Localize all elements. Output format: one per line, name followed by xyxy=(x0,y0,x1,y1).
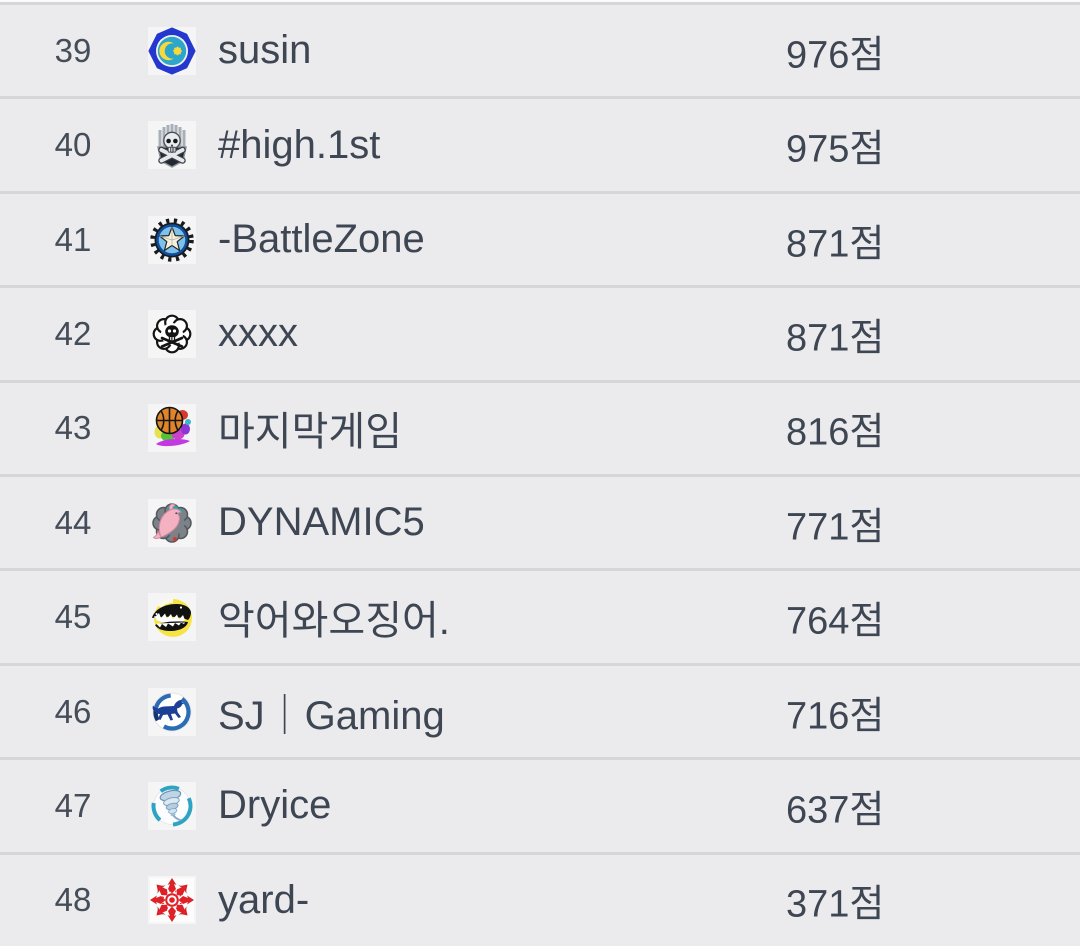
ranking-row[interactable]: 42 xxxx 871점 xyxy=(0,285,1080,380)
clan-name: #high.1st xyxy=(218,122,381,167)
clan-name: yard- xyxy=(218,877,310,922)
clan-score: 975점 xyxy=(786,128,885,171)
clan-score: 976점 xyxy=(786,34,885,77)
horse-badge-icon xyxy=(148,687,196,736)
ranking-row[interactable]: 41 -BattleZone 871점 xyxy=(0,190,1080,286)
ranking-row[interactable]: 39 susin 976점 xyxy=(0,2,1080,97)
rank-label: 43 xyxy=(54,409,92,447)
tornado-badge-icon xyxy=(148,781,196,830)
clan-score: 816점 xyxy=(786,411,885,454)
clan-score: 716점 xyxy=(786,695,885,738)
crescent-star-badge-icon xyxy=(148,26,196,75)
red-flower-badge-icon xyxy=(148,876,196,925)
clan-name: 악어와오징어. xyxy=(218,599,450,644)
clan-name: SJ｜Gaming xyxy=(218,693,445,738)
clan-score: 371점 xyxy=(786,883,885,926)
clan-score: 871점 xyxy=(786,317,885,360)
clan-name: 마지막게임 xyxy=(218,410,402,455)
ranking-row[interactable]: 40 xyxy=(0,96,1080,191)
ranking-row[interactable]: 47 Dryice 637점 xyxy=(0,757,1080,852)
saw-blade-star-badge-icon xyxy=(148,215,196,264)
ranking-row[interactable]: 46 SJ｜Gaming 716점 xyxy=(0,662,1080,758)
clan-score: 871점 xyxy=(786,223,885,266)
rank-label: 39 xyxy=(54,31,92,69)
skull-clover-badge-icon xyxy=(148,309,196,358)
rank-label: 42 xyxy=(54,314,92,352)
rank-label: 46 xyxy=(54,692,92,730)
clan-name: susin xyxy=(218,28,312,73)
rank-label: 48 xyxy=(54,881,92,919)
rank-label: 40 xyxy=(54,126,92,164)
crocodile-badge-icon xyxy=(148,593,196,642)
ranking-row[interactable]: 48 xyxy=(0,851,1080,946)
clan-score: 637점 xyxy=(786,789,885,832)
skull-wings-badge-icon xyxy=(148,121,196,170)
clan-name: -BattleZone xyxy=(218,217,425,262)
clan-score: 771점 xyxy=(786,506,885,549)
ranking-row[interactable]: 45 악어와오징어. 764점 xyxy=(0,568,1080,663)
rank-label: 41 xyxy=(54,220,92,258)
clan-name: Dryice xyxy=(218,783,332,828)
rank-label: 47 xyxy=(54,786,92,824)
dolphin-badge-icon xyxy=(148,498,196,547)
ranking-row[interactable]: 43 마지막게임 816점 xyxy=(0,379,1080,475)
ranking-row[interactable]: 44 DYNAMIC5 771점 xyxy=(0,474,1080,569)
rank-label: 44 xyxy=(54,503,92,541)
divider xyxy=(0,0,1080,2)
rank-label: 45 xyxy=(54,598,92,636)
basketball-paint-badge-icon xyxy=(148,404,196,453)
clan-name: DYNAMIC5 xyxy=(218,500,425,545)
clan-score: 764점 xyxy=(786,600,885,643)
clan-name: xxxx xyxy=(218,311,298,356)
